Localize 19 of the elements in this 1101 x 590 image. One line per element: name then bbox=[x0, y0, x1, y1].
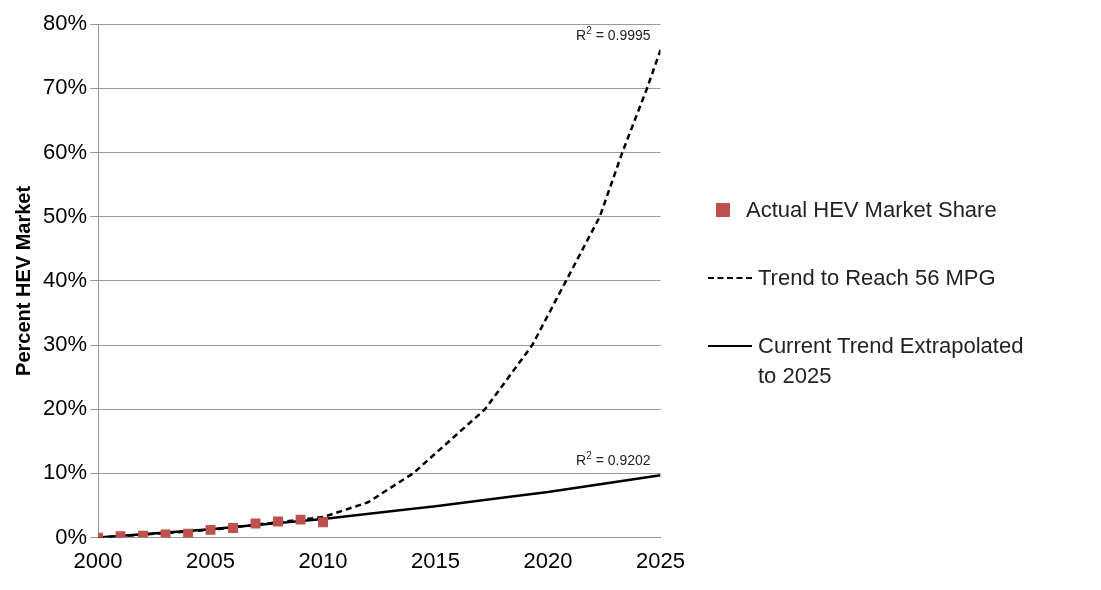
legend-label: Trend to Reach 56 MPG bbox=[758, 264, 996, 292]
x-tick-label: 2015 bbox=[411, 547, 461, 573]
legend-label: Actual HEV Market Share bbox=[746, 196, 997, 224]
y-axis-title: Percent HEV Market bbox=[11, 185, 34, 376]
x-tick-label: 2000 bbox=[73, 547, 123, 573]
x-tick-label: 2020 bbox=[523, 547, 573, 573]
x-tick-label: 2010 bbox=[298, 547, 348, 573]
y-tick-label: 20% bbox=[42, 395, 88, 421]
y-tick-label: 60% bbox=[42, 138, 88, 164]
y-tick-label: 40% bbox=[42, 266, 88, 292]
x-tick-label: 2025 bbox=[636, 547, 686, 573]
x-tick-label: 2005 bbox=[186, 547, 236, 573]
legend-label: Current Trend Extrapolated to 2025 bbox=[758, 332, 1025, 390]
y-tick-label: 10% bbox=[42, 459, 88, 485]
y-tick-label: 70% bbox=[42, 74, 88, 100]
y-tick-label: 30% bbox=[42, 331, 88, 357]
y-tick-label: 80% bbox=[42, 10, 88, 36]
y-tick-label: 50% bbox=[42, 202, 88, 228]
y-tick-label: 0% bbox=[55, 523, 88, 549]
